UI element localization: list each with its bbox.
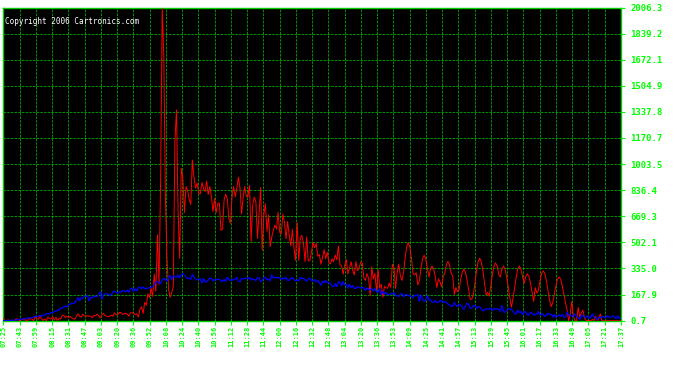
Text: Copyright 2006 Cartronics.com: Copyright 2006 Cartronics.com xyxy=(6,17,139,26)
Text: Total PV Power (red) (watts) & Solar Radiation (blue) (W/m2) Tue Oct 17 17:52: Total PV Power (red) (watts) & Solar Rad… xyxy=(70,9,620,22)
